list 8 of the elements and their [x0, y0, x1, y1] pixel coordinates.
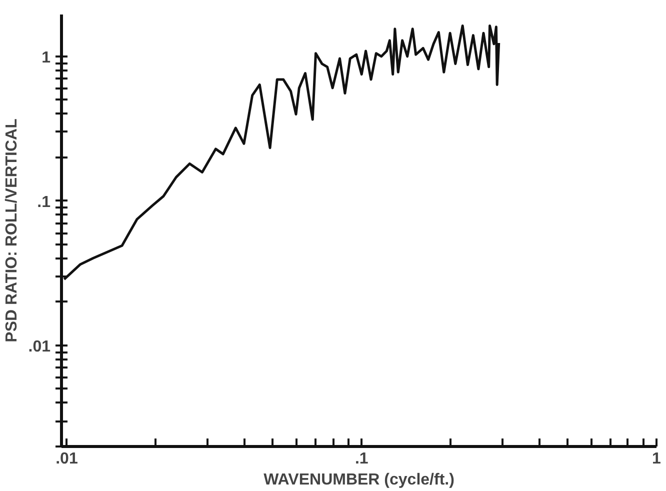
- x-tick-label: .1: [354, 450, 368, 468]
- x-tick-label: 1: [652, 450, 662, 468]
- y-axis-title: PSD RATIO: ROLL/VERTICAL: [3, 118, 20, 342]
- y-tick-label: .01: [28, 338, 51, 356]
- y-tick-label: 1: [42, 49, 51, 66]
- x-tick-label: .01: [56, 450, 78, 468]
- y-tick-label: .1: [37, 194, 51, 211]
- x-axis-title: WAVENUMBER (cycle/ft.): [264, 472, 454, 488]
